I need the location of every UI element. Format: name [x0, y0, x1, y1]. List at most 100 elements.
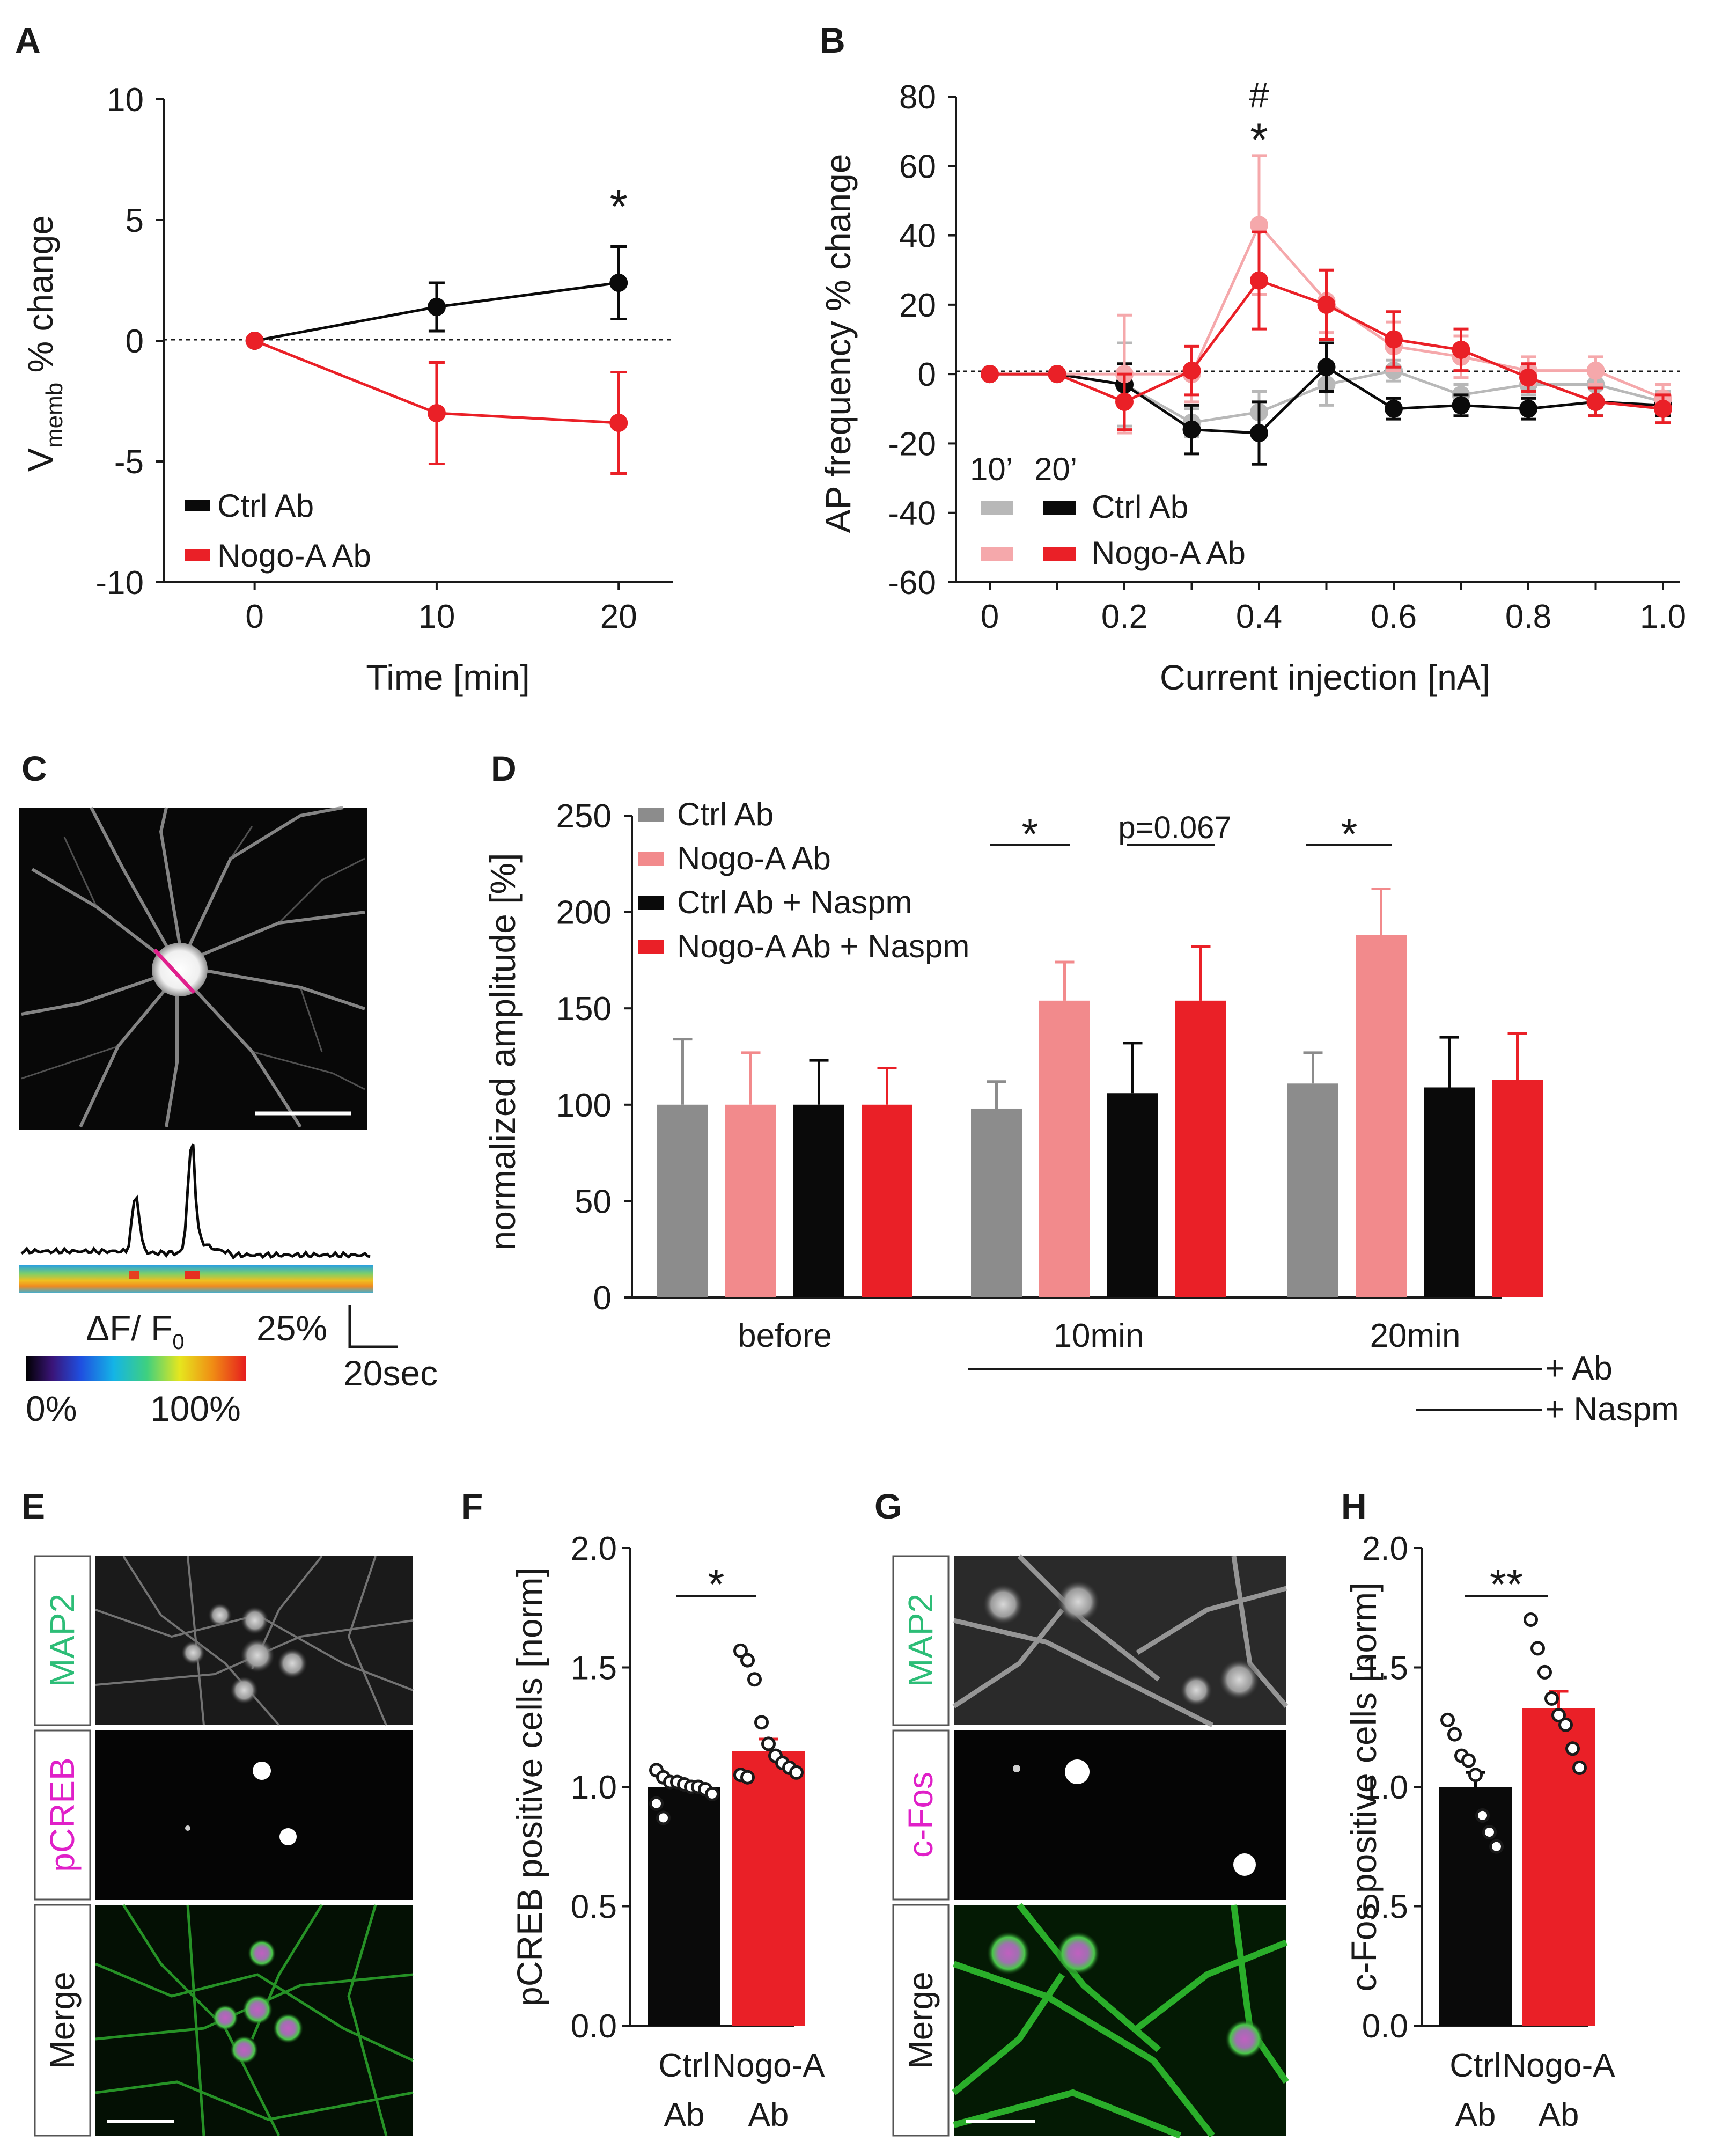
chart-h-category-label: Nogo-A: [1502, 2047, 1615, 2084]
chart-b-point-1-4: [1250, 424, 1268, 443]
chart-f-point: [705, 1786, 719, 1801]
chart-a-y-tick-label: 10: [107, 82, 144, 119]
chart-f-category-label: Ab: [664, 2096, 705, 2133]
chart-h-point: [1524, 1612, 1538, 1627]
chart-h-category-label: Ab: [1539, 2096, 1579, 2133]
treatment-naspm-label: + Naspm: [1545, 1391, 1679, 1428]
chart-b-y-tick-label: 0: [918, 356, 936, 393]
chart-d-legend-label-3: Nogo-A Ab + Naspm: [677, 928, 969, 964]
chart-f-y-tick-label: 0.5: [571, 1889, 617, 1926]
chart-a-x-tick-label: 10: [418, 598, 455, 635]
sig-pvalue: p=0.067: [1118, 810, 1231, 845]
chart-d-legend-label-0: Ctrl Ab: [677, 796, 774, 832]
chart-d-bar-0-1: [725, 1104, 776, 1297]
chart-d-y-axis-title: normalized amplitude [%]: [483, 853, 523, 1250]
chart-d-bar-1-3: [1175, 1000, 1226, 1297]
chart-b-hash-annotation: #: [1249, 75, 1269, 115]
chart-f-category-label: Nogo-A: [712, 2047, 825, 2084]
chart-b-y-tick-label: 40: [899, 218, 936, 255]
chart-d-bar-0-2: [793, 1104, 844, 1297]
chart-f-point: [733, 1643, 748, 1658]
chart-b-point-3-6: [1385, 330, 1403, 349]
chart-d-significance: * p=0.067 *: [990, 810, 1392, 858]
colorbar-min-label: 0%: [26, 1389, 77, 1428]
chart-d-y-tick-label: 50: [575, 1183, 612, 1220]
chart-f-point: [740, 1653, 755, 1668]
chart-a-x-tick-label: 20: [600, 598, 637, 635]
chart-h-point: [1572, 1760, 1587, 1775]
chart-b-legend: 10’ 20’ Ctrl Ab Nogo-A Ab: [970, 451, 1246, 571]
panel-g-label-box-merge: [892, 1904, 950, 2137]
chart-b-y-tick-label: -40: [888, 495, 936, 532]
treatment-ab-label: + Ab: [1545, 1350, 1613, 1387]
chart-b-x-tick-label: 0.8: [1505, 598, 1551, 635]
chart-b-point-2-4: [1250, 216, 1268, 234]
chart-b-point-3-5: [1317, 295, 1336, 314]
chart-b-point-3-8: [1519, 368, 1537, 387]
chart-a-y-tick-label: 0: [126, 323, 144, 360]
neuron-soma: [152, 943, 208, 996]
chart-f-point: [740, 1770, 755, 1785]
chart-f-sig-star: *: [708, 1560, 724, 1608]
chart-h-point: [1544, 1691, 1559, 1706]
chart-f-y-tick-label: 2.0: [571, 1530, 617, 1567]
chart-h-point: [1482, 1825, 1497, 1840]
panel-g-label-map2: MAP2: [901, 1594, 940, 1687]
chart-a-legend-nogo: Nogo-A Ab: [217, 538, 371, 574]
panel-e-pcreb-image: [95, 1730, 413, 1900]
chart-h-y-tick-label: 1.5: [1362, 1650, 1408, 1687]
chart-h-category-label: Ab: [1455, 2096, 1496, 2133]
chart-h-point: [1489, 1839, 1504, 1854]
chart-a-x-axis-title: Time [min]: [366, 657, 530, 697]
panel-e: MAP2 pCREB Merge: [34, 1555, 414, 2137]
chart-b-point-2-9: [1586, 361, 1605, 380]
chart-b-x-axis-title: Current injection [nA]: [1160, 657, 1490, 697]
chart-f-point: [789, 1765, 804, 1780]
panel-e-label-pcreb: pCREB: [43, 1757, 82, 1872]
scale-bar-corner: [348, 1305, 398, 1348]
chart-f-y-axis-title: pCREB positive cells [norm]: [510, 1567, 549, 2006]
chart-h-point: [1468, 1768, 1483, 1783]
chart-b-point-1-6: [1385, 399, 1403, 418]
chart-d-category-label: before: [738, 1317, 832, 1354]
chart-a-plot: 10 5 0 -5 -10 0 10 20 * Time [min] Vmemb % chan…: [20, 82, 673, 697]
chart-b-star-annotation: *: [1250, 114, 1268, 166]
chart-b-point-3-1: [1048, 365, 1066, 384]
panel-g-label-box-map2: [892, 1555, 950, 1726]
chart-b-y-tick-label: 60: [899, 148, 936, 185]
chart-d-y-tick-label: 200: [556, 894, 612, 932]
chart-b-point-1-3: [1182, 420, 1201, 439]
chart-b-plot: 80 60 40 20 0 -20 -40 -60 0 0.2 0.4 0.6 0.8 1.0 #* Cu…: [818, 75, 1686, 697]
chart-d-category-label: 10min: [1054, 1317, 1144, 1354]
panel-e-label-box-merge: [34, 1904, 91, 2137]
chart-d-bar-0-3: [862, 1104, 912, 1297]
chart-d-y-tick-label: 0: [593, 1280, 612, 1317]
chart-d-y-tick-label: 250: [556, 798, 612, 835]
chart-d-bar-2-3: [1492, 1080, 1543, 1297]
chart-f-point: [761, 1736, 776, 1751]
chart-h-y-axis-title: c-Fos positive cells [norm]: [1344, 1582, 1384, 1992]
chart-b-point-3-4: [1250, 271, 1268, 290]
chart-a-y-tick-label: -5: [114, 444, 144, 481]
chart-b-y-tick-label: -60: [888, 564, 936, 602]
chart-d-bar-1-1: [1039, 1000, 1090, 1297]
chart-b-point-3-2: [1115, 392, 1134, 411]
chart-b-y-tick-label: 80: [899, 79, 936, 116]
panel-label-d: D: [491, 749, 517, 788]
sig-star-20min: *: [1341, 810, 1357, 858]
panel-g-label-cfos: c-Fos: [901, 1772, 940, 1858]
panel-label-c: C: [21, 749, 47, 788]
chart-h-point: [1558, 1717, 1573, 1732]
chart-b-legend-header-10: 10’: [970, 451, 1013, 487]
panel-e-label-box-pcreb: [34, 1729, 91, 1901]
chart-h-y-tick-label: 0.5: [1362, 1889, 1408, 1926]
chart-b-point-3-9: [1586, 392, 1605, 411]
chart-a-y-axis-title: Vmemb % change: [20, 215, 68, 472]
chart-d-y-tick-label: 100: [556, 1087, 612, 1124]
chart-d-bar-1-2: [1107, 1093, 1158, 1297]
chart-b-x-tick-label: 0.4: [1236, 598, 1282, 635]
panel-label-b: B: [820, 20, 845, 60]
chart-a-significance-star: *: [609, 181, 627, 233]
chart-b-legend-header-20: 20’: [1034, 451, 1077, 487]
